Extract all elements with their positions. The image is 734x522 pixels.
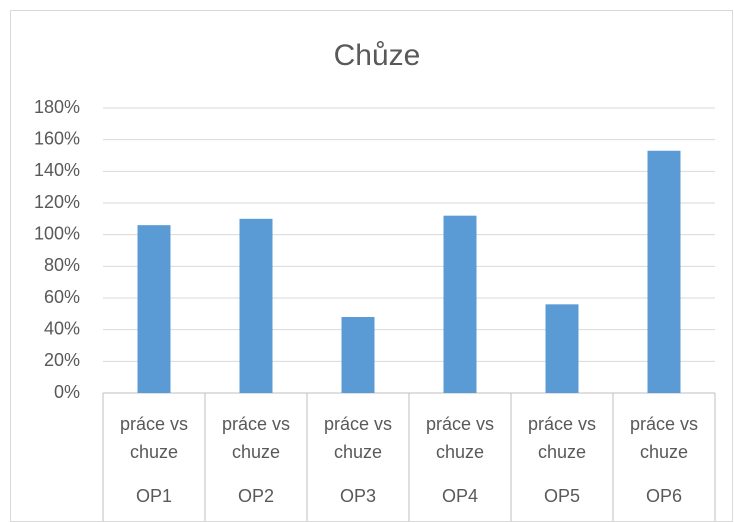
bar	[137, 225, 171, 393]
x-tick-label: práce vs chuze	[323, 414, 393, 462]
y-tick-label: 120%	[34, 192, 80, 212]
group-label: OP1	[136, 486, 172, 506]
group-label: OP5	[544, 486, 580, 506]
y-tick-label: 20%	[44, 350, 80, 370]
x-tick-label: práce vs chuze	[629, 414, 699, 462]
x-tick-label: práce vs chuze	[527, 414, 597, 462]
y-tick-label: 80%	[44, 255, 80, 275]
y-tick-label: 140%	[34, 160, 80, 180]
group-label: OP3	[340, 486, 376, 506]
y-tick-label: 180%	[34, 97, 80, 117]
x-tick-label: práce vs chuze	[221, 414, 291, 462]
bar	[443, 215, 477, 393]
y-tick-label: 60%	[44, 287, 80, 307]
bar	[341, 317, 375, 393]
y-tick-label: 160%	[34, 128, 80, 148]
y-tick-label: 0%	[54, 382, 80, 402]
x-tick-label: práce vs chuze	[425, 414, 495, 462]
y-tick-label: 40%	[44, 318, 80, 338]
bar	[239, 218, 273, 393]
chart-title: Chůze	[334, 39, 421, 72]
bar	[545, 304, 579, 393]
group-label: OP6	[646, 486, 682, 506]
group-label: OP4	[442, 486, 478, 506]
x-tick-label: práce vs chuze	[119, 414, 189, 462]
y-tick-label: 100%	[34, 223, 80, 243]
bar	[647, 150, 681, 393]
group-label: OP2	[238, 486, 274, 506]
